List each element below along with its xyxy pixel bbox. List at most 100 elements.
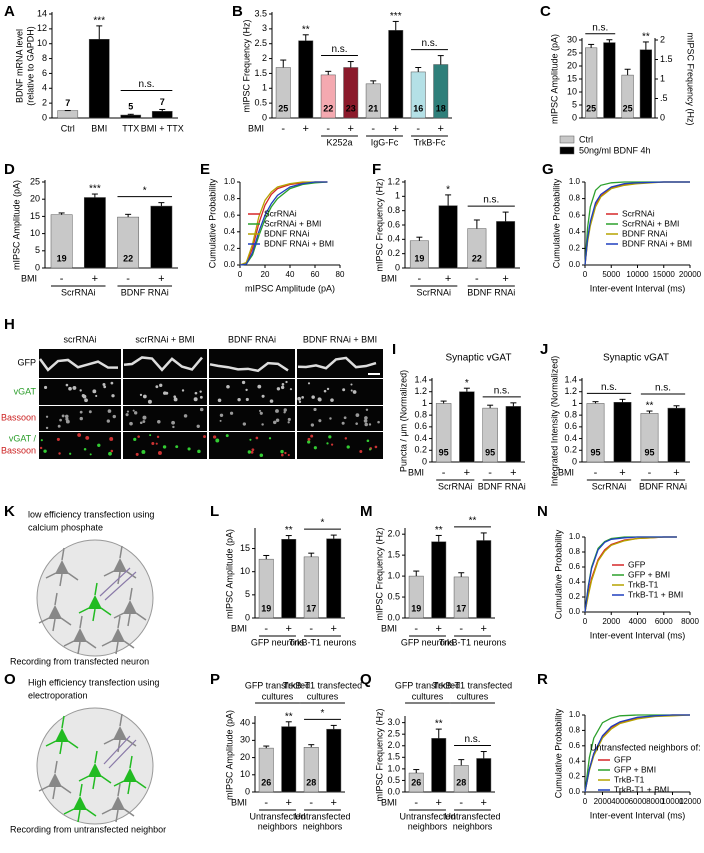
y2-axis-label: mIPSC Frequency (Hz) — [686, 32, 696, 125]
y-tick-label: 10 — [30, 228, 40, 238]
y-tick-label: 1.0 — [569, 177, 581, 186]
puncta — [43, 449, 47, 453]
count-label: 26 — [411, 777, 421, 787]
micrograph — [297, 406, 383, 431]
puncta — [226, 384, 230, 389]
group-label: neighbors — [303, 821, 343, 831]
puncta — [287, 421, 290, 424]
y-tick-label: 20 — [567, 60, 577, 70]
y2-tick-label: 1.5 — [660, 54, 673, 64]
row-label: Bassoon — [1, 445, 36, 455]
x-tick-label: 6000 — [629, 797, 647, 806]
puncta — [79, 389, 82, 392]
puncta — [241, 380, 246, 385]
x-tick-label: + — [438, 123, 444, 135]
y-tick-label: 15 — [240, 543, 250, 553]
puncta — [79, 416, 83, 421]
puncta — [135, 452, 139, 456]
significance-label: * — [143, 185, 147, 196]
count-label: 21 — [329, 603, 339, 613]
group-label: BDNF RNAi — [639, 481, 687, 491]
puncta — [199, 395, 203, 399]
puncta — [350, 389, 353, 392]
puncta — [181, 389, 185, 392]
puncta — [251, 448, 255, 452]
neuron-dendrites — [103, 545, 137, 585]
significance-label: ** — [302, 24, 310, 35]
puncta — [310, 423, 315, 427]
series-line — [239, 181, 328, 266]
x-tick-label: - — [416, 123, 420, 135]
x-tick-label: + — [673, 467, 679, 479]
x-tick-label: 8000 — [681, 617, 699, 626]
x-tick-label: 80 — [336, 270, 345, 279]
puncta — [102, 382, 106, 386]
x-tick-label: - — [414, 797, 418, 809]
count-label: 26 — [261, 777, 271, 787]
x-tick-label: + — [331, 623, 337, 635]
group-label: neighbors — [408, 821, 448, 831]
significance-label: n.s. — [464, 734, 480, 745]
y-tick-label: 2.5 — [254, 38, 267, 48]
x-axis-label: Inter-event Interval (ms) — [590, 810, 686, 820]
legend-label: GFP + BMI — [628, 569, 670, 579]
puncta — [194, 391, 198, 395]
legend-label: BDNF RNAi — [264, 228, 309, 238]
puncta — [183, 414, 188, 418]
legend-label: ScrRNAi — [622, 208, 655, 218]
y-tick-label: 0.2 — [414, 445, 427, 455]
puncta — [219, 413, 224, 418]
y-tick-label: 0.2 — [569, 772, 581, 781]
puncta — [242, 422, 247, 426]
micrograph — [209, 432, 295, 459]
puncta — [110, 449, 114, 453]
puncta — [311, 395, 315, 399]
y-axis-label: Puncta / μm (Normalized) — [398, 370, 408, 472]
count-label: 28 — [456, 777, 466, 787]
x-tick-label: 4000 — [611, 797, 629, 806]
puncta — [323, 389, 327, 393]
x-tick-label: 0 — [583, 270, 588, 279]
x-tick-label: + — [619, 467, 625, 479]
puncta — [275, 418, 280, 422]
puncta — [268, 437, 272, 440]
pipette — [99, 567, 137, 601]
y-tick-label: 0.8 — [564, 410, 577, 420]
puncta — [142, 415, 147, 420]
x-axis-label: Inter-event Interval (ms) — [590, 283, 686, 293]
row-label: vGAT / — [9, 433, 37, 443]
x-tick-label: BMI + TTX — [141, 123, 184, 133]
count-label: 18 — [436, 103, 446, 113]
count-label: 22 — [123, 253, 133, 263]
top-group-label: cultures — [262, 691, 294, 701]
puncta — [297, 396, 302, 401]
y-tick-label: 10 — [240, 769, 250, 779]
count-label: 24 — [90, 253, 100, 263]
puncta — [346, 445, 350, 449]
diagram-heading: low efficiency transfection using — [28, 509, 154, 519]
count-label: 28 — [306, 777, 316, 787]
y-tick-label: 0 — [42, 112, 47, 122]
puncta — [139, 393, 143, 397]
group-label: TrkB-T1 neurons — [439, 637, 507, 647]
x-axis-label: Inter-event Interval (ms) — [590, 630, 686, 640]
row-label: BMI — [381, 623, 397, 633]
puncta — [147, 399, 152, 404]
puncta — [125, 413, 129, 417]
puncta — [313, 407, 317, 412]
puncta — [196, 424, 200, 428]
puncta — [156, 435, 160, 439]
column-label: scrRNAi — [64, 334, 97, 344]
y-tick-label: 14 — [37, 8, 47, 18]
puncta — [259, 453, 264, 458]
puncta — [280, 449, 284, 454]
dendrite — [123, 356, 203, 372]
panel-letter: E — [200, 161, 210, 178]
puncta — [40, 439, 43, 442]
neuron-body — [55, 728, 69, 742]
group-label: BDNF RNAi — [467, 287, 515, 297]
puncta — [258, 409, 262, 412]
puncta — [307, 437, 311, 441]
puncta — [365, 408, 369, 412]
dendrite — [297, 356, 377, 370]
